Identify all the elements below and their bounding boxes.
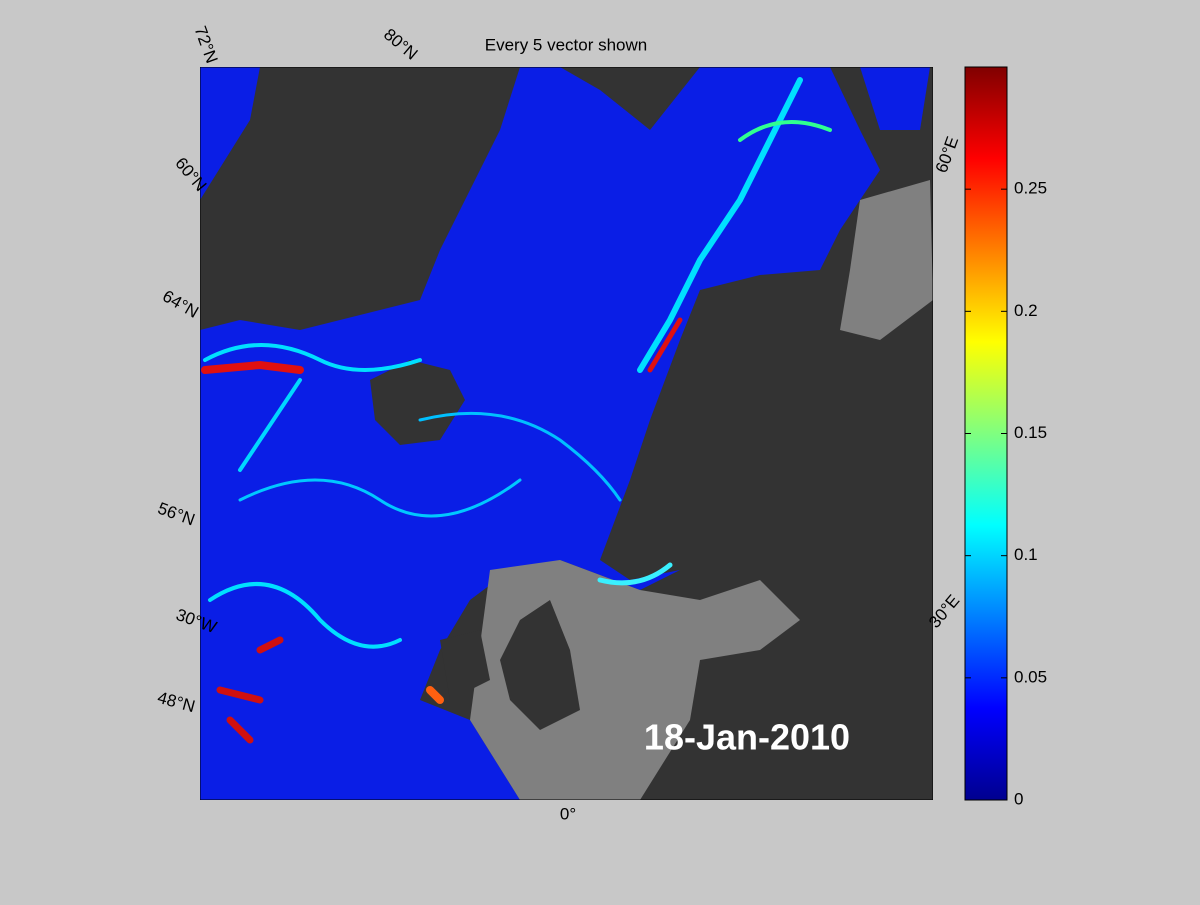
colorbar-tick-label: 0.15: [1014, 423, 1047, 442]
title: Every 5 vector shown: [485, 35, 648, 54]
ocean: [200, 67, 260, 200]
ocean: [860, 67, 930, 130]
graticule-label: 72°N: [191, 24, 222, 66]
current-streaks: [201, 77, 832, 744]
colorbar-tick-label: 0: [1014, 789, 1023, 808]
graticule-label: 0°: [560, 804, 576, 823]
graticule-label: 60°E: [932, 134, 963, 175]
graticule-label: 56°N: [155, 499, 197, 530]
map: [200, 67, 933, 800]
graticule-label: 80°N: [380, 25, 421, 64]
graticule-label: 48°N: [155, 688, 197, 716]
white-sea: [840, 180, 933, 340]
graticule-label: 64°N: [159, 286, 201, 321]
iceland: [370, 360, 465, 445]
colorbar: [964, 66, 1008, 801]
colorbar-tick-label: 0.25: [1014, 179, 1047, 198]
britain: [500, 600, 580, 730]
date-label: 18-Jan-2010: [644, 717, 850, 758]
colorbar-tick-label: 0.2: [1014, 301, 1038, 320]
colorbar-tick-label: 0.1: [1014, 545, 1038, 564]
ireland: [440, 630, 490, 700]
colorbar-tick-label: 0.05: [1014, 667, 1047, 686]
